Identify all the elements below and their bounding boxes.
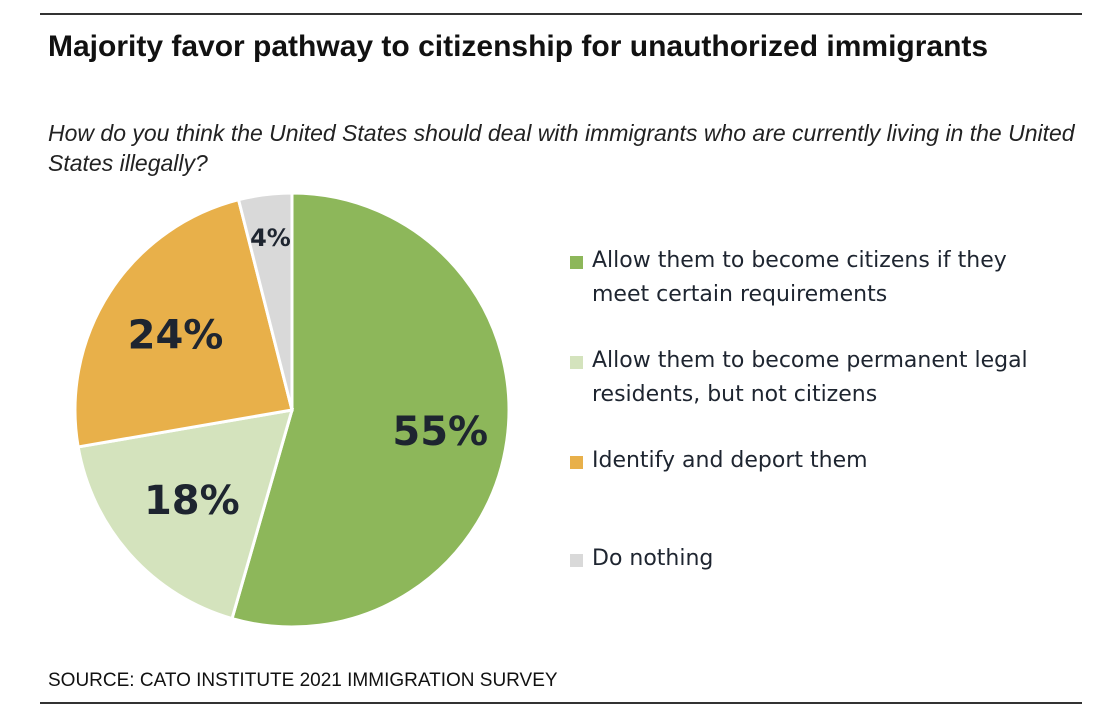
- slice-label: 4%: [250, 224, 291, 252]
- pie-slice: [76, 408, 295, 621]
- legend-swatch: [570, 456, 583, 469]
- slice-label: 55%: [392, 409, 488, 455]
- top-rule: [40, 13, 1082, 15]
- chart-title: Majority favor pathway to citizenship fo…: [48, 30, 989, 63]
- slice-label: 18%: [144, 478, 240, 524]
- pie-slice: [236, 191, 294, 411]
- legend-label: Do nothing: [592, 546, 714, 571]
- legend-item: Allow them to become permanent legal res…: [568, 344, 1068, 444]
- chart-subtitle: How do you think the United States shoul…: [48, 120, 1075, 176]
- legend-item: Identify and deport them: [568, 444, 1068, 542]
- legend-swatch: [570, 256, 583, 269]
- legend-item: Allow them to become citizens if they me…: [568, 244, 1068, 344]
- legend-item: Do nothing: [568, 542, 1068, 576]
- pie-slice: [230, 191, 511, 629]
- source-note: SOURCE: CATO INSTITUTE 2021 IMMIGRATION …: [48, 670, 558, 691]
- legend-swatch: [570, 554, 583, 567]
- legend-label: Allow them to become permanent legal res…: [592, 348, 1028, 407]
- legend-swatch: [570, 356, 583, 369]
- legend-label: Identify and deport them: [592, 448, 868, 473]
- bottom-rule: [40, 702, 1082, 704]
- legend: Allow them to become citizens if they me…: [568, 244, 1068, 576]
- legend-label: Allow them to become citizens if they me…: [592, 248, 1007, 307]
- pie-slice: [73, 197, 294, 449]
- slice-label: 24%: [128, 312, 224, 358]
